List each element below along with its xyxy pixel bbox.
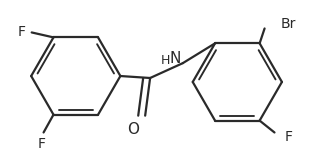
Text: F: F <box>18 25 26 39</box>
Text: H: H <box>160 54 170 67</box>
Text: O: O <box>127 122 139 137</box>
Text: F: F <box>284 130 292 144</box>
Text: Br: Br <box>280 17 296 31</box>
Text: N: N <box>169 51 181 66</box>
Text: F: F <box>37 137 46 151</box>
